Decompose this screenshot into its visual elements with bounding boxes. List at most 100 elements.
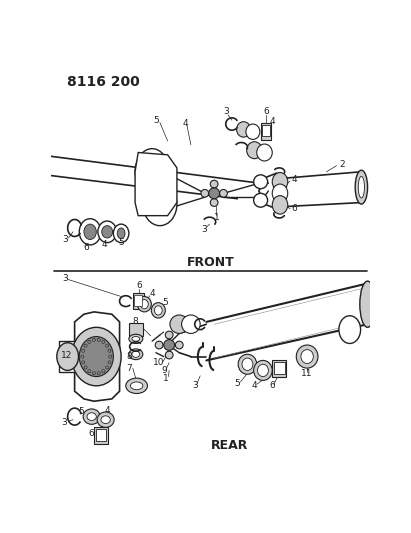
Ellipse shape (88, 341, 91, 343)
Ellipse shape (254, 193, 268, 207)
Text: REAR: REAR (211, 439, 248, 451)
Ellipse shape (358, 176, 365, 198)
Text: 3: 3 (223, 107, 229, 116)
Ellipse shape (201, 189, 209, 197)
Ellipse shape (92, 372, 95, 375)
Ellipse shape (84, 366, 87, 369)
Text: 6: 6 (263, 107, 269, 116)
Bar (262, 125, 270, 135)
Ellipse shape (210, 180, 218, 188)
Text: 3: 3 (192, 381, 198, 390)
Ellipse shape (129, 349, 143, 360)
Ellipse shape (109, 355, 112, 358)
Ellipse shape (82, 349, 85, 352)
Ellipse shape (360, 281, 375, 327)
Text: 4: 4 (149, 289, 155, 298)
Ellipse shape (155, 341, 163, 349)
Ellipse shape (79, 219, 101, 245)
Text: 5: 5 (162, 298, 168, 307)
Ellipse shape (87, 413, 96, 421)
Ellipse shape (97, 338, 100, 342)
Bar (274, 362, 285, 374)
Bar (59, 341, 76, 372)
Ellipse shape (83, 409, 100, 424)
Text: 2: 2 (339, 159, 345, 168)
Ellipse shape (97, 372, 100, 375)
Text: 3: 3 (62, 417, 67, 426)
Text: 5: 5 (118, 238, 124, 247)
Ellipse shape (72, 327, 121, 386)
Ellipse shape (155, 306, 162, 315)
Ellipse shape (254, 360, 272, 381)
Text: 6: 6 (89, 429, 95, 438)
Ellipse shape (137, 296, 151, 312)
Ellipse shape (117, 228, 125, 239)
Bar (95, 429, 106, 441)
Ellipse shape (219, 189, 227, 197)
Ellipse shape (126, 378, 148, 393)
Ellipse shape (79, 336, 113, 377)
Ellipse shape (101, 416, 110, 424)
Ellipse shape (170, 315, 189, 334)
Text: 4: 4 (270, 117, 275, 126)
Ellipse shape (165, 331, 173, 339)
Polygon shape (135, 152, 177, 216)
Ellipse shape (129, 334, 143, 343)
Text: 10: 10 (152, 358, 164, 367)
Ellipse shape (144, 161, 160, 182)
Bar (261, 123, 272, 140)
Ellipse shape (57, 343, 79, 370)
Ellipse shape (92, 338, 95, 342)
Ellipse shape (254, 175, 268, 189)
Bar (272, 360, 286, 377)
Ellipse shape (141, 300, 148, 309)
Text: 12: 12 (61, 351, 73, 360)
Ellipse shape (242, 358, 253, 370)
Ellipse shape (132, 336, 140, 341)
Ellipse shape (102, 370, 105, 373)
Ellipse shape (164, 340, 175, 350)
Ellipse shape (272, 173, 288, 191)
Text: 4: 4 (101, 240, 107, 249)
Ellipse shape (98, 221, 116, 243)
Text: 4: 4 (182, 119, 188, 128)
Text: 9: 9 (161, 366, 166, 375)
Ellipse shape (106, 344, 109, 347)
Text: 6: 6 (83, 243, 89, 252)
Ellipse shape (135, 149, 169, 195)
Ellipse shape (209, 188, 219, 199)
Text: 5: 5 (78, 408, 84, 416)
Ellipse shape (82, 361, 85, 364)
Ellipse shape (272, 196, 288, 214)
Ellipse shape (151, 303, 165, 318)
Ellipse shape (237, 122, 251, 137)
Ellipse shape (355, 170, 367, 204)
Ellipse shape (182, 315, 200, 334)
Bar (94, 427, 108, 445)
Text: 3: 3 (62, 273, 68, 282)
Bar (129, 324, 143, 336)
Ellipse shape (296, 345, 318, 368)
Polygon shape (75, 312, 120, 401)
Text: 1: 1 (163, 374, 169, 383)
Text: 5: 5 (235, 379, 240, 388)
Ellipse shape (102, 225, 113, 238)
Ellipse shape (113, 224, 129, 243)
Ellipse shape (246, 124, 260, 140)
Text: 4: 4 (252, 381, 257, 390)
Ellipse shape (132, 351, 140, 357)
Ellipse shape (130, 382, 143, 390)
Text: 8: 8 (126, 352, 132, 361)
Text: 6: 6 (291, 204, 297, 213)
Ellipse shape (108, 361, 111, 364)
Text: 8: 8 (132, 318, 138, 326)
Ellipse shape (247, 142, 262, 159)
Text: 11: 11 (301, 369, 313, 378)
Ellipse shape (84, 224, 96, 239)
Ellipse shape (152, 194, 168, 214)
Ellipse shape (210, 199, 218, 206)
Bar (133, 294, 143, 309)
Text: 4: 4 (291, 175, 297, 184)
Text: 5: 5 (153, 116, 159, 125)
Text: 3: 3 (201, 225, 207, 234)
